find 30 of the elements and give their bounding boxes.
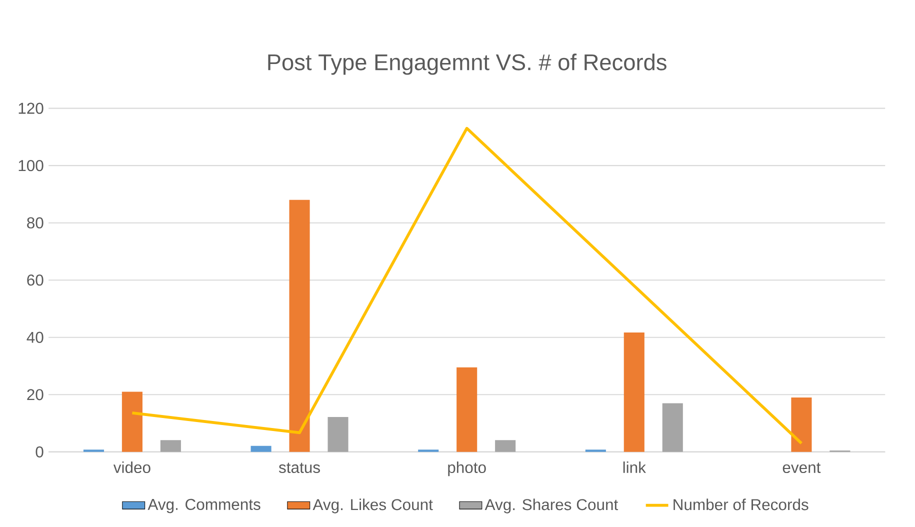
bar bbox=[122, 392, 142, 452]
chart-title: Post Type Engagemnt VS. # of Records bbox=[268, 54, 666, 76]
x-tick-label: event bbox=[782, 462, 821, 474]
y-tick-label: 80 bbox=[27, 217, 44, 229]
legend-label: Avg. Shares Count bbox=[484, 498, 618, 514]
bar bbox=[495, 440, 516, 452]
bar bbox=[160, 440, 181, 452]
bar bbox=[328, 417, 348, 452]
bar bbox=[418, 450, 439, 452]
bar bbox=[662, 403, 683, 452]
y-tick-label: 120 bbox=[18, 102, 44, 114]
x-tick-label: video bbox=[113, 462, 150, 474]
x-tick-label: link bbox=[623, 462, 646, 474]
x-tick-label: photo bbox=[448, 462, 486, 476]
y-tick-label: 100 bbox=[18, 160, 44, 172]
x-tick-label: status bbox=[278, 462, 320, 474]
bar bbox=[250, 446, 272, 452]
legend-label: Avg. Comments bbox=[148, 499, 260, 514]
bar bbox=[624, 332, 644, 452]
bar bbox=[456, 368, 478, 452]
bar bbox=[289, 200, 310, 452]
legend-label: Avg. Likes Count bbox=[312, 498, 433, 514]
y-tick-label: 40 bbox=[26, 332, 44, 344]
legend-label: Number of Records bbox=[674, 498, 808, 510]
y-tick-label: 20 bbox=[27, 389, 44, 400]
y-tick-label: 60 bbox=[27, 274, 44, 286]
bar bbox=[585, 450, 606, 452]
bar bbox=[791, 398, 812, 452]
y-tick-label: 0 bbox=[36, 446, 44, 458]
bar bbox=[83, 450, 104, 452]
